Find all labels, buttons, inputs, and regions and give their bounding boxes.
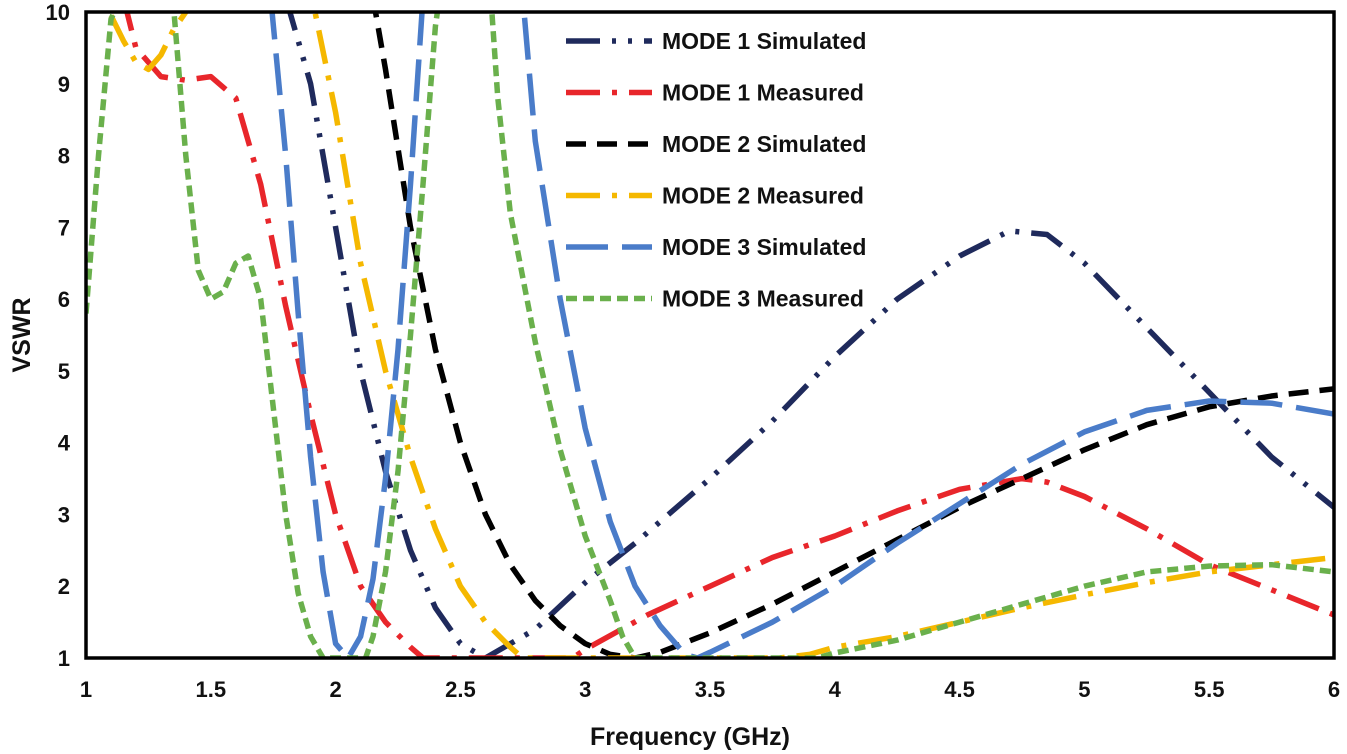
- x-tick-label: 4.5: [944, 677, 975, 702]
- y-tick-label: 4: [58, 431, 71, 456]
- x-tick-label: 1: [80, 677, 92, 702]
- y-tick-label: 9: [58, 72, 70, 97]
- y-tick-label: 8: [58, 144, 70, 169]
- legend: MODE 1 Simulated MODE 1 Measured MODE 2 Si…: [566, 28, 866, 312]
- x-tick-label: 4: [829, 677, 842, 702]
- y-tick-label: 2: [58, 574, 70, 599]
- y-tick-label: 10: [46, 0, 70, 25]
- series-line-mode-3-simulated: [269, 12, 1334, 658]
- legend-label-mode-3-simulated: MODE 3 Simulated: [662, 234, 866, 260]
- x-tick-labels: 1 1.5 2 2.5 3 3.5 4 4.5 5 5.5 6: [80, 677, 1340, 702]
- y-tick-labels: 1 2 3 4 5 6 7 8 9 10: [46, 0, 71, 671]
- y-tick-label: 6: [58, 287, 70, 312]
- legend-label-mode-3-measured: MODE 3 Measured: [662, 286, 864, 312]
- x-axis-title: Frequency (GHz): [590, 723, 790, 751]
- legend-label-mode-2-simulated: MODE 2 Simulated: [662, 131, 866, 157]
- x-tick-label: 3.5: [695, 677, 726, 702]
- series-line-mode-3-measured: [86, 12, 1334, 658]
- x-tick-label: 2: [329, 677, 341, 702]
- x-tick-label: 2.5: [445, 677, 476, 702]
- series-layer: [86, 12, 1334, 658]
- legend-label-mode-1-simulated: MODE 1 Simulated: [662, 28, 866, 54]
- y-tick-label: 7: [58, 215, 70, 240]
- series-line-mode-1-simulated: [286, 12, 1334, 658]
- y-tick-label: 1: [58, 646, 70, 671]
- legend-label-mode-1-measured: MODE 1 Measured: [662, 80, 864, 106]
- y-tick-label: 5: [58, 359, 70, 384]
- series-line-mode-2-measured: [108, 12, 1334, 658]
- x-tick-label: 5: [1078, 677, 1090, 702]
- x-tick-label: 6: [1328, 677, 1340, 702]
- x-tick-label: 1.5: [196, 677, 227, 702]
- y-axis-title: VSWR: [8, 298, 36, 373]
- legend-label-mode-2-measured: MODE 2 Measured: [662, 183, 864, 209]
- plot-frame: [84, 10, 1336, 660]
- x-tick-label: 5.5: [1194, 677, 1225, 702]
- series-line-mode-2-simulated: [372, 12, 1334, 658]
- x-tick-label: 3: [579, 677, 591, 702]
- y-tick-label: 3: [58, 502, 70, 527]
